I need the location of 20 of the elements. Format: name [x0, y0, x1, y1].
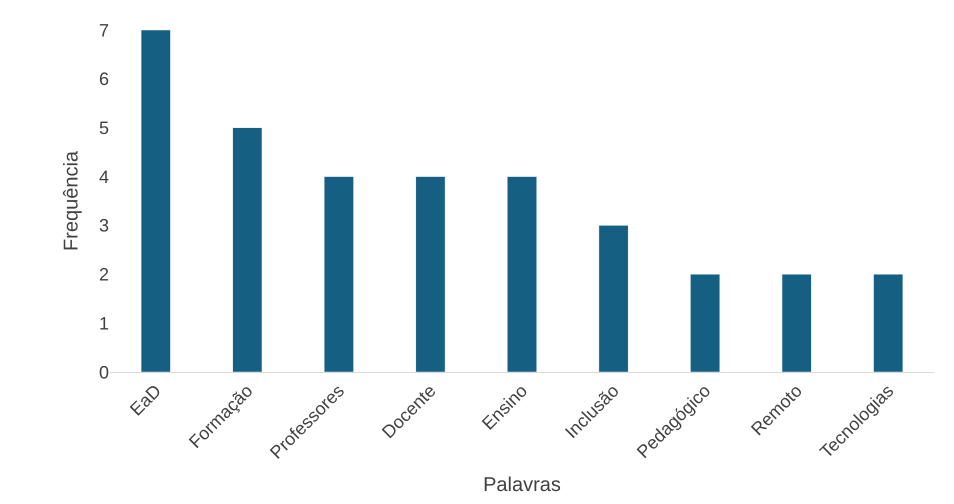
- bar: [232, 127, 262, 372]
- y-tick-label: 0: [98, 362, 109, 382]
- x-axis-title: Palavras: [483, 474, 561, 496]
- bar: [140, 30, 171, 372]
- bar: [873, 274, 904, 372]
- y-tick-label: 7: [98, 20, 109, 40]
- y-tick-label: 6: [98, 69, 109, 90]
- bar: [690, 274, 720, 372]
- bar: [416, 176, 446, 372]
- y-tick-label: 2: [98, 264, 109, 285]
- x-tick-label: EaD: [126, 380, 165, 420]
- bar: [782, 274, 812, 372]
- y-axis-title: Frequência: [60, 150, 82, 252]
- y-tick-label: 1: [98, 313, 109, 334]
- y-tick-label: 4: [98, 166, 109, 187]
- bar: [507, 176, 537, 372]
- bar: [598, 225, 628, 372]
- y-tick-label: 3: [98, 216, 109, 236]
- y-tick-label: 5: [98, 118, 109, 138]
- bar: [324, 176, 354, 372]
